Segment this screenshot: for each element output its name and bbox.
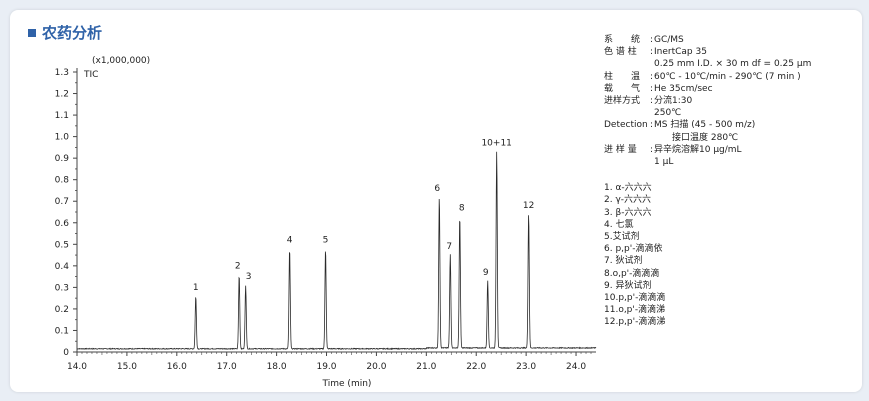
x-axis-label: Time (min) — [322, 379, 372, 389]
legend-item: 6. p,p'-滴滴依 — [604, 244, 663, 255]
y-tick-label: 0.1 — [55, 326, 69, 336]
x-tick-label: 20.0 — [366, 362, 386, 372]
condition-row: 色 谱 柱: InertCap 35 — [604, 46, 854, 58]
condition-row: 柱 温:60℃ - 10℃/min - 290℃ (7 min ) — [604, 71, 854, 83]
peak-label: 9 — [483, 268, 489, 278]
y-tick-label: 0.8 — [55, 176, 70, 186]
y-tick-label: 1.2 — [55, 90, 69, 100]
condition-value: 异辛烷溶解10 μg/mL — [654, 144, 742, 155]
condition-key: Detection — [604, 120, 648, 131]
peak-label: 2 — [235, 261, 241, 271]
y-tick-label: 1.0 — [55, 133, 70, 143]
legend-item: 10.p,p'-滴滴滴 — [604, 293, 666, 304]
condition-value: MS 扫描 (45 - 500 m/z) — [654, 120, 756, 131]
condition-separator: : — [650, 144, 654, 155]
condition-value: GC/MS — [654, 35, 684, 45]
x-tick-label: 15.0 — [117, 362, 137, 372]
compound-legend: 1. α-六六六 2. γ-六六六 3. β-六六六 4. 七氯 5.艾试剂 6. p,p… — [604, 182, 854, 328]
legend-item: 12.p,p'-滴滴涕 — [604, 317, 666, 328]
y-tick-label: 0.5 — [55, 240, 69, 250]
condition-row: 1 μL — [604, 156, 854, 168]
condition-key: 进 样 量 — [604, 144, 637, 155]
condition-value: 接口温度 280℃ — [654, 132, 739, 143]
peak-label: 10+11 — [481, 139, 511, 149]
condition-separator: : — [650, 71, 654, 82]
condition-value: InertCap 35 — [654, 47, 707, 58]
x-tick-label: 19.0 — [316, 362, 336, 372]
condition-separator: : — [650, 83, 654, 94]
x-tick-label: 21.0 — [416, 362, 436, 372]
y-tick-label: 0.7 — [55, 197, 69, 207]
peak-label: 5 — [323, 236, 329, 246]
peak-label: 3 — [246, 272, 252, 282]
peak-label: 6 — [434, 184, 440, 194]
x-tick-label: 23.0 — [516, 362, 536, 372]
legend-item: 4. 七氯 — [604, 219, 634, 230]
y-tick-label: 0.2 — [55, 305, 69, 315]
x-tick-label: 17.0 — [217, 362, 237, 372]
condition-row: 0.25 mm I.D. × 30 m df = 0.25 μm — [604, 58, 854, 70]
x-tick-label: 16.0 — [167, 362, 187, 372]
x-tick-label: 22.0 — [466, 362, 486, 372]
legend-item: 11.o,p'-滴滴涕 — [604, 305, 666, 316]
condition-separator: : — [650, 120, 654, 131]
condition-value: 250℃ — [654, 108, 682, 119]
peak-label: 12 — [523, 201, 534, 211]
y-tick-label: 1.1 — [55, 111, 69, 121]
legend-item: 7. 狄试剂 — [604, 256, 643, 267]
y-tick-label: 0.3 — [55, 283, 69, 293]
condition-row: 接口温度 280℃ — [604, 132, 854, 144]
y-tick-label: 0.6 — [55, 219, 70, 229]
legend-item: 3. β-六六六 — [604, 207, 652, 218]
y-multiplier-label: (x1,000,000) — [92, 56, 150, 66]
condition-row: 系 统: GC/MS — [604, 34, 854, 46]
condition-key: 系 统 — [604, 35, 641, 45]
condition-separator: : — [650, 35, 654, 45]
condition-value: He 35cm/sec — [654, 83, 713, 94]
peak-label: 1 — [193, 283, 199, 293]
legend-item: 8.o,p'-滴滴滴 — [604, 268, 660, 279]
y-tick-label: 1.3 — [55, 68, 69, 78]
page-title-text: 农药分析 — [42, 24, 103, 42]
condition-row: Detection: MS 扫描 (45 - 500 m/z) — [604, 119, 854, 131]
condition-key: 柱 温 — [604, 71, 641, 82]
legend-item: 2. γ-六六六 — [604, 195, 652, 206]
y-tick-label: 0 — [63, 348, 69, 358]
peak-label: 8 — [459, 203, 465, 213]
condition-row: 进样方式: 分流1:30 — [604, 95, 854, 107]
condition-key: 载 气 — [604, 83, 641, 94]
condition-row: 250℃ — [604, 107, 854, 119]
legend-item: 1. α-六六六 — [604, 183, 652, 194]
condition-row: 载 气: He 35cm/sec — [604, 83, 854, 95]
x-tick-label: 24.0 — [566, 362, 586, 372]
tic-trace — [76, 151, 597, 351]
condition-key: 色 谱 柱 — [604, 47, 637, 58]
condition-value: 分流1:30 — [654, 96, 693, 107]
condition-key: 进样方式 — [604, 96, 641, 107]
conditions-panel: 系 统: GC/MS 色 谱 柱: InertCap 35 0.25 mm I.D. ×… — [604, 34, 854, 329]
x-tick-label: 14.0 — [67, 362, 87, 372]
legend-item: 9. 异狄试剂 — [604, 280, 652, 291]
y-tick-label: 0.4 — [55, 262, 70, 272]
conditions-list: 系 统: GC/MS 色 谱 柱: InertCap 35 0.25 mm I.D. ×… — [604, 34, 854, 168]
condition-value: 60℃ - 10℃/min - 290℃ (7 min ) — [654, 71, 801, 82]
title-square-icon — [28, 28, 36, 37]
peak-label: 4 — [287, 236, 293, 246]
condition-separator: : — [650, 47, 654, 58]
y-tick-label: 0.9 — [55, 154, 70, 164]
condition-value: 1 μL — [654, 157, 674, 168]
legend-item: 5.艾试剂 — [604, 232, 640, 243]
condition-separator: : — [650, 96, 654, 107]
condition-row: 进 样 量: 异辛烷溶解10 μg/mL — [604, 144, 854, 156]
condition-value: 0.25 mm I.D. × 30 m df = 0.25 μm — [654, 59, 812, 70]
y-axis-label: TIC — [83, 70, 98, 80]
page-title: 农药分析 — [28, 22, 102, 43]
content-card — [10, 10, 862, 392]
x-tick-label: 18.0 — [267, 362, 287, 372]
peak-label: 7 — [446, 242, 452, 252]
